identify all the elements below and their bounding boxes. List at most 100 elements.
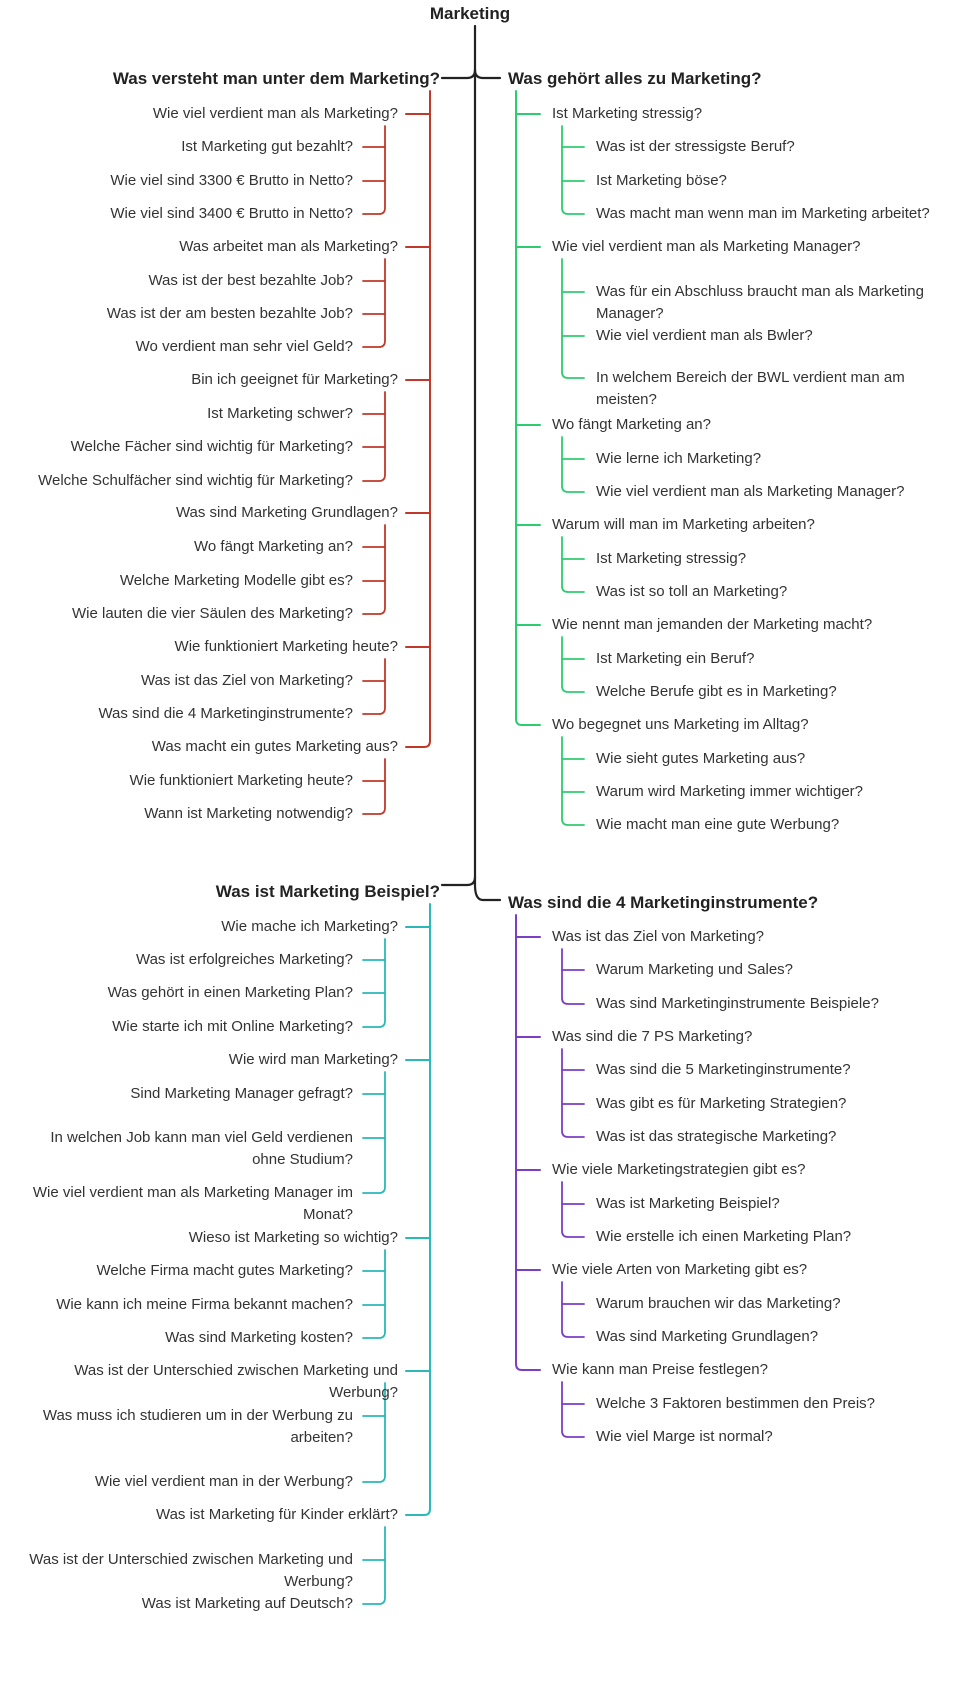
child-label: Wie lerne ich Marketing? [596, 450, 762, 467]
group-spine [515, 914, 541, 1371]
section-heading: Was ist Marketing Beispiel? [215, 882, 440, 901]
group-label: Bin ich geeignet für Marketing? [191, 371, 398, 388]
child-spine [561, 436, 585, 493]
child-spine [362, 258, 386, 348]
group-label: Warum will man im Marketing arbeiten? [552, 516, 815, 533]
trunk-branch-br [473, 883, 502, 902]
child-label: Was gehört in einen Marketing Plan? [107, 984, 353, 1001]
group-spine [515, 90, 541, 726]
child-label: Ist Marketing ein Beruf? [596, 650, 755, 667]
child-spine [362, 1249, 386, 1339]
child-label: Wie sieht gutes Marketing aus? [596, 750, 806, 767]
child-spine [362, 125, 386, 215]
child-spine [561, 258, 585, 379]
child-label: Ist Marketing gut bezahlt? [181, 138, 353, 155]
child-label: Wie viel verdient man als Bwler? [596, 327, 813, 344]
group-label: Was arbeitet man als Marketing? [179, 238, 398, 255]
child-label: Wie viel verdient man in der Werbung? [94, 1473, 353, 1490]
child-label: Was ist der stressigste Beruf? [596, 138, 795, 155]
group-label: Wie viele Arten von Marketing gibt es? [552, 1261, 808, 1278]
child-label: Was sind Marketing Grundlagen? [596, 1328, 819, 1345]
group-label: Was macht ein gutes Marketing aus? [151, 738, 398, 755]
child-spine [362, 1071, 386, 1194]
child-label: Welche 3 Faktoren bestimmen den Preis? [596, 1395, 876, 1412]
group-label: Was sind Marketing Grundlagen? [175, 504, 398, 521]
child-label: Was gibt es für Marketing Strategien? [596, 1095, 847, 1112]
child-spine [362, 1526, 386, 1605]
child-label: Warum brauchen wir das Marketing? [596, 1295, 841, 1312]
child-spine [362, 938, 386, 1028]
child-spine [561, 1281, 585, 1338]
child-label: Was ist der Unterschied zwischen Marketi… [29, 1551, 353, 1590]
child-label: Sind Marketing Manager gefragt? [130, 1085, 353, 1102]
child-spine [561, 948, 585, 1005]
group-label: Wie funktioniert Marketing heute? [174, 638, 398, 655]
child-label: Welche Firma macht gutes Marketing? [96, 1262, 354, 1279]
child-label: Wie macht man eine gute Werbung? [596, 816, 840, 833]
child-label: Wie kann ich meine Firma bekannt machen? [56, 1296, 353, 1313]
child-spine [362, 758, 386, 815]
group-label: Wo begegnet uns Marketing im Alltag? [552, 716, 809, 733]
child-label: Was sind die 5 Marketinginstrumente? [596, 1061, 851, 1078]
group-spine [405, 90, 431, 748]
child-label: Wie viel sind 3400 € Brutto in Netto? [110, 205, 353, 222]
child-label: In welchen Job kann man viel Geld verdie… [50, 1129, 353, 1168]
group-spine [405, 903, 431, 1516]
group-label: Wie viel verdient man als Marketing Mana… [552, 238, 861, 255]
child-spine [561, 536, 585, 593]
child-spine [362, 658, 386, 715]
child-label: Wie funktioniert Marketing heute? [129, 772, 353, 789]
group-label: Wo fängt Marketing an? [552, 416, 711, 433]
section-heading: Was versteht man unter dem Marketing? [112, 69, 440, 88]
child-label: Wie viel Marge ist normal? [596, 1428, 773, 1445]
child-label: Was für ein Abschluss braucht man als Ma… [596, 283, 924, 322]
child-spine [561, 636, 585, 693]
child-label: Wo fängt Marketing an? [194, 538, 353, 555]
child-label: Wie viel verdient man als Marketing Mana… [32, 1184, 353, 1223]
child-label: Welche Fächer sind wichtig für Marketing… [70, 438, 353, 455]
child-label: Was sind Marketinginstrumente Beispiele? [596, 995, 879, 1012]
trunk-branch-tl [440, 68, 477, 80]
child-spine [561, 125, 585, 215]
group-label: Wie mache ich Marketing? [221, 918, 398, 935]
child-spine [362, 1382, 386, 1483]
child-label: Wann ist Marketing notwendig? [144, 805, 353, 822]
child-label: In welchem Bereich der BWL verdient man … [596, 369, 905, 408]
child-label: Ist Marketing stressig? [596, 550, 747, 567]
child-label: Was muss ich studieren um in der Werbung… [42, 1407, 353, 1446]
child-spine [561, 736, 585, 826]
child-label: Wie viel sind 3300 € Brutto in Netto? [110, 172, 353, 189]
child-spine [561, 1181, 585, 1238]
child-label: Was ist der am besten bezahlte Job? [106, 305, 353, 322]
mindmap-root-title: Marketing [429, 4, 511, 23]
child-label: Wie starte ich mit Online Marketing? [112, 1018, 353, 1035]
child-label: Wie lauten die vier Säulen des Marketing… [72, 605, 353, 622]
child-label: Was macht man wenn man im Marketing arbe… [596, 205, 930, 222]
child-label: Wie erstelle ich einen Marketing Plan? [596, 1228, 852, 1245]
child-spine [362, 391, 386, 482]
child-label: Was ist erfolgreiches Marketing? [135, 951, 353, 968]
child-label: Was ist das strategische Marketing? [596, 1128, 837, 1145]
group-label: Was ist das Ziel von Marketing? [552, 928, 765, 945]
child-label: Was sind Marketing kosten? [165, 1329, 353, 1346]
group-label: Was ist Marketing für Kinder erklärt? [155, 1506, 398, 1523]
child-label: Wie viel verdient man als Marketing Mana… [596, 483, 905, 500]
child-label: Was ist das Ziel von Marketing? [140, 672, 353, 689]
child-spine [362, 524, 386, 615]
group-label: Wie viele Marketingstrategien gibt es? [552, 1161, 806, 1178]
child-label: Was sind die 4 Marketinginstrumente? [98, 705, 353, 722]
group-label: Wie viel verdient man als Marketing? [152, 105, 398, 122]
child-label: Welche Berufe gibt es in Marketing? [596, 683, 837, 700]
group-label: Wie kann man Preise festlegen? [552, 1361, 768, 1378]
child-label: Warum Marketing und Sales? [596, 961, 794, 978]
group-label: Wie wird man Marketing? [228, 1051, 398, 1068]
group-label: Wieso ist Marketing so wichtig? [188, 1229, 398, 1246]
child-label: Was ist der best bezahlte Job? [148, 272, 353, 289]
group-label: Wie nennt man jemanden der Marketing mac… [552, 616, 873, 633]
group-label: Ist Marketing stressig? [552, 105, 703, 122]
child-spine [561, 1048, 585, 1138]
child-label: Was ist Marketing auf Deutsch? [141, 1595, 353, 1612]
child-label: Was ist Marketing Beispiel? [596, 1195, 780, 1212]
